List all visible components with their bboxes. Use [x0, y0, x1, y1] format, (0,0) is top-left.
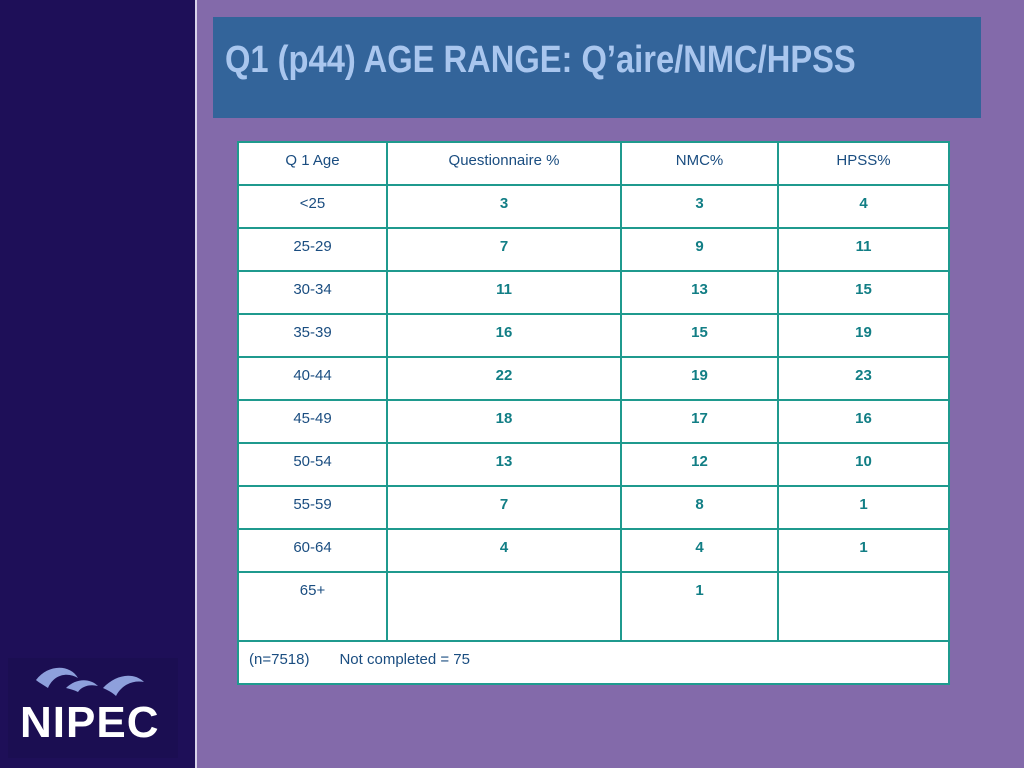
questionnaire-cell: [386, 571, 622, 642]
age-cell: 30-34: [237, 270, 388, 315]
nmc-cell: 3: [620, 184, 779, 229]
table-row: 50-54 13 12 10: [237, 442, 950, 487]
age-cell: 45-49: [237, 399, 388, 444]
table-row: 65+ 1: [237, 571, 950, 642]
nipec-logo: NIPEC: [8, 658, 178, 758]
questionnaire-cell: 3: [386, 184, 622, 229]
hpss-cell: 4: [777, 184, 950, 229]
nmc-cell: 1: [620, 571, 779, 642]
hpss-cell: [777, 571, 950, 642]
logo-text: NIPEC: [20, 698, 160, 747]
table-row: <25 3 3 4: [237, 184, 950, 229]
header-cell: HPSS%: [777, 141, 950, 186]
table-row: 25-29 7 9 11: [237, 227, 950, 272]
table-row: 60-64 4 4 1: [237, 528, 950, 573]
questionnaire-cell: 11: [386, 270, 622, 315]
table-row: 45-49 18 17 16: [237, 399, 950, 444]
nmc-cell: 17: [620, 399, 779, 444]
sample-size: (n=7518): [249, 651, 310, 668]
nmc-cell: 13: [620, 270, 779, 315]
age-cell: 25-29: [237, 227, 388, 272]
age-cell: 65+: [237, 571, 388, 642]
hpss-cell: 15: [777, 270, 950, 315]
questionnaire-cell: 13: [386, 442, 622, 487]
header-cell: Q 1 Age: [237, 141, 388, 186]
questionnaire-cell: 16: [386, 313, 622, 358]
questionnaire-cell: 4: [386, 528, 622, 573]
age-cell: 50-54: [237, 442, 388, 487]
questionnaire-cell: 22: [386, 356, 622, 401]
not-completed-count: Not completed = 75: [339, 651, 470, 668]
questionnaire-cell: 7: [386, 485, 622, 530]
nmc-cell: 15: [620, 313, 779, 358]
wave-swoosh-icon: [36, 667, 144, 696]
hpss-cell: 19: [777, 313, 950, 358]
hpss-cell: 10: [777, 442, 950, 487]
nmc-cell: 12: [620, 442, 779, 487]
hpss-cell: 1: [777, 485, 950, 530]
table-row: 40-44 22 19 23: [237, 356, 950, 401]
slide-title: Q1 (p44) AGE RANGE: Q’aire/NMC/HPSS: [225, 39, 856, 81]
table-row: 35-39 16 15 19: [237, 313, 950, 358]
header-row: Q 1 Age Questionnaire % NMC% HPSS%: [237, 141, 950, 186]
sidebar: NIPEC: [0, 0, 197, 768]
age-range-table: Q 1 Age Questionnaire % NMC% HPSS% <25 3…: [237, 141, 950, 685]
age-cell: <25: [237, 184, 388, 229]
footer-note: (n=7518) Not completed = 75: [237, 640, 950, 685]
nmc-cell: 19: [620, 356, 779, 401]
age-cell: 35-39: [237, 313, 388, 358]
questionnaire-cell: 18: [386, 399, 622, 444]
nmc-cell: 8: [620, 485, 779, 530]
nmc-cell: 9: [620, 227, 779, 272]
table-row: 55-59 7 8 1: [237, 485, 950, 530]
header-cell: Questionnaire %: [386, 141, 622, 186]
header-cell: NMC%: [620, 141, 779, 186]
nmc-cell: 4: [620, 528, 779, 573]
age-cell: 40-44: [237, 356, 388, 401]
age-cell: 55-59: [237, 485, 388, 530]
hpss-cell: 1: [777, 528, 950, 573]
footer-row: (n=7518) Not completed = 75: [237, 640, 950, 685]
age-cell: 60-64: [237, 528, 388, 573]
hpss-cell: 16: [777, 399, 950, 444]
title-bar: Q1 (p44) AGE RANGE: Q’aire/NMC/HPSS: [213, 17, 981, 118]
hpss-cell: 23: [777, 356, 950, 401]
hpss-cell: 11: [777, 227, 950, 272]
table-row: 30-34 11 13 15: [237, 270, 950, 315]
questionnaire-cell: 7: [386, 227, 622, 272]
